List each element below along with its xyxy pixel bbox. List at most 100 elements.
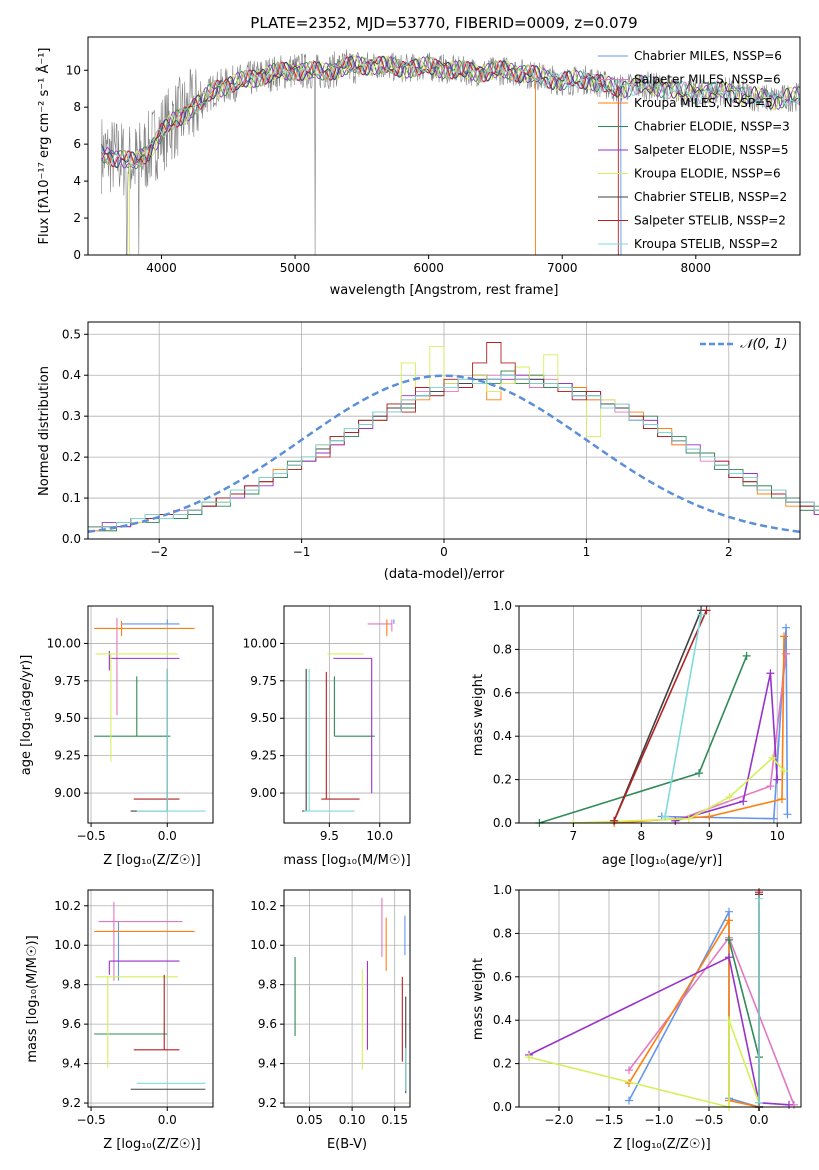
mass-weight-line <box>628 917 760 1108</box>
mass-weight-line <box>661 627 789 820</box>
y-tick-label: 1.0 <box>493 883 512 897</box>
mass-weight-point <box>777 795 786 804</box>
model-spectrum-line <box>102 56 536 255</box>
mass-weight-point <box>785 1100 793 1109</box>
mass-weight-point <box>725 916 733 925</box>
age-vs-metallicity-xlabel: Z [log₁₀(Z/Z☉)] <box>103 853 200 868</box>
age-vs-metallicity-frame <box>87 605 214 824</box>
y-tick-label: 0.4 <box>62 368 81 382</box>
y-tick-label: 9.6 <box>62 1017 81 1031</box>
age-vs-metallicity-ylabel: age [log₁₀(age/yr)] <box>19 655 34 776</box>
x-tick-label: −0.5 <box>76 829 105 843</box>
spectrum-legend: Chabrier MILES, NSSP=6 Salpeter MILES, NS… <box>598 49 790 251</box>
spectrum-frame <box>87 36 801 256</box>
spectrum-ylabel: Flux [fλ10⁻¹⁷ erg cm⁻² s⁻¹ Å⁻¹] <box>36 48 52 245</box>
y-tick-label: 6 <box>73 137 81 151</box>
legend-entry: Kroupa ELODIE, NSSP=6 <box>634 167 781 181</box>
y-tick-label: 9.50 <box>54 711 81 725</box>
mass-weight-point <box>725 953 733 962</box>
y-tick-label: 10.2 <box>54 899 81 913</box>
mass-weight-point <box>755 894 763 903</box>
x-tick-label: 8 <box>637 829 645 843</box>
mass-weight-point <box>780 632 789 641</box>
weight-vs-age-xlabel: age [log₁₀(age/yr)] <box>602 853 723 868</box>
normal-curve-legend-label: 𝒩(0, 1) <box>740 337 787 352</box>
y-tick-label: 0.8 <box>493 926 512 940</box>
x-tick-label: 2 <box>725 545 733 559</box>
y-tick-label: 9.2 <box>258 1096 277 1110</box>
mass-vs-ebv-frame <box>283 889 411 1108</box>
mass-weight-line <box>539 655 748 824</box>
y-tick-label: 0.6 <box>493 686 512 700</box>
mass-weight-point <box>742 651 751 660</box>
mass-weight-point <box>661 812 670 821</box>
histogram-series <box>87 370 819 539</box>
mass-weight-point <box>773 775 782 784</box>
y-tick-label: 0.4 <box>493 729 512 743</box>
y-tick-label: 9.25 <box>54 749 81 763</box>
mass-weight-point <box>768 753 777 762</box>
x-tick-label: 0.10 <box>339 1113 366 1127</box>
mass-weight-point <box>783 810 792 819</box>
x-tick-label: 0 <box>440 545 448 559</box>
y-tick-label: 4 <box>73 174 81 188</box>
y-tick-label: 9.50 <box>250 711 277 725</box>
x-tick-label: −2.0 <box>544 1113 573 1127</box>
mass-weight-point <box>769 814 778 823</box>
model-spectrum-line <box>100 55 800 169</box>
y-tick-label: 10 <box>66 63 81 77</box>
spectrum-xlabel: wavelength [Angstrom, rest frame] <box>330 283 559 298</box>
x-tick-label: 10 <box>770 829 785 843</box>
legend-entry: Salpeter STELIB, NSSP=2 <box>634 214 786 228</box>
weight-vs-metallicity-panel: −2.0 −1.5 −1.0 −0.5 0.0 0.0 0.2 0.4 0.6 0.8 1.0 Z … <box>471 883 802 1152</box>
x-tick-label: −1 <box>293 545 311 559</box>
mass-weight-point <box>766 669 775 678</box>
x-tick-label: −1.5 <box>594 1113 623 1127</box>
legend-entry: Kroupa MILES, NSSP=5 <box>634 96 773 110</box>
y-tick-label: 0.1 <box>62 491 81 505</box>
mass-weight-point <box>780 766 789 775</box>
residuals-ylabel: Normed distribution <box>37 366 52 496</box>
x-tick-label: 0.0 <box>158 1113 177 1127</box>
mass-weight-point <box>725 792 734 801</box>
weight-vs-age-frame <box>518 605 802 824</box>
mass-weight-line <box>664 614 702 817</box>
x-tick-label: 1 <box>583 545 591 559</box>
mass-weight-point <box>525 1053 533 1062</box>
y-tick-label: 0.2 <box>62 450 81 464</box>
legend-entry: Salpeter MILES, NSSP=6 <box>634 73 781 87</box>
x-tick-label: 7 <box>570 829 578 843</box>
legend-entry: Chabrier STELIB, NSSP=2 <box>634 190 787 204</box>
x-tick-label: −2 <box>150 545 168 559</box>
y-tick-label: 0.6 <box>493 970 512 984</box>
x-tick-label: 0.15 <box>381 1113 408 1127</box>
y-tick-label: 10.00 <box>47 636 81 650</box>
mass-weight-point <box>695 769 704 778</box>
y-tick-label: 0.3 <box>62 409 81 423</box>
mass-weight-point <box>739 797 748 806</box>
x-tick-label: −0.5 <box>76 1113 105 1127</box>
y-tick-label: 9.2 <box>62 1096 81 1110</box>
mass-weight-point <box>610 816 619 825</box>
mass-weight-point <box>725 907 733 916</box>
y-tick-label: 0.5 <box>62 327 81 341</box>
mass-weight-line <box>613 609 708 822</box>
y-tick-label: 9.6 <box>258 1017 277 1031</box>
mass-weight-line <box>528 956 790 1106</box>
age-vs-mass-frame <box>283 605 411 824</box>
y-tick-label: 9.00 <box>54 786 81 800</box>
weight-vs-metallicity-ylabel: mass weight <box>471 958 486 1040</box>
y-tick-label: 10.2 <box>250 899 277 913</box>
x-tick-label: 10.0 <box>366 829 393 843</box>
y-tick-label: 8 <box>73 100 81 114</box>
mass-vs-ebv-xlabel: E(B-V) <box>327 1137 367 1152</box>
normal-curve <box>87 374 801 534</box>
legend-entry: Kroupa STELIB, NSSP=2 <box>634 237 778 251</box>
mass-weight-point <box>725 935 733 944</box>
y-tick-label: 10.0 <box>54 938 81 952</box>
y-tick-label: 10.0 <box>250 938 277 952</box>
y-tick-label: 0.0 <box>493 816 512 830</box>
weight-vs-age-ylabel: mass weight <box>471 674 486 756</box>
mass-vs-metallicity-ylabel: mass [log₁₀(M/M☉)] <box>25 935 40 1062</box>
legend-entry: Chabrier ELODIE, NSSP=3 <box>634 120 790 134</box>
